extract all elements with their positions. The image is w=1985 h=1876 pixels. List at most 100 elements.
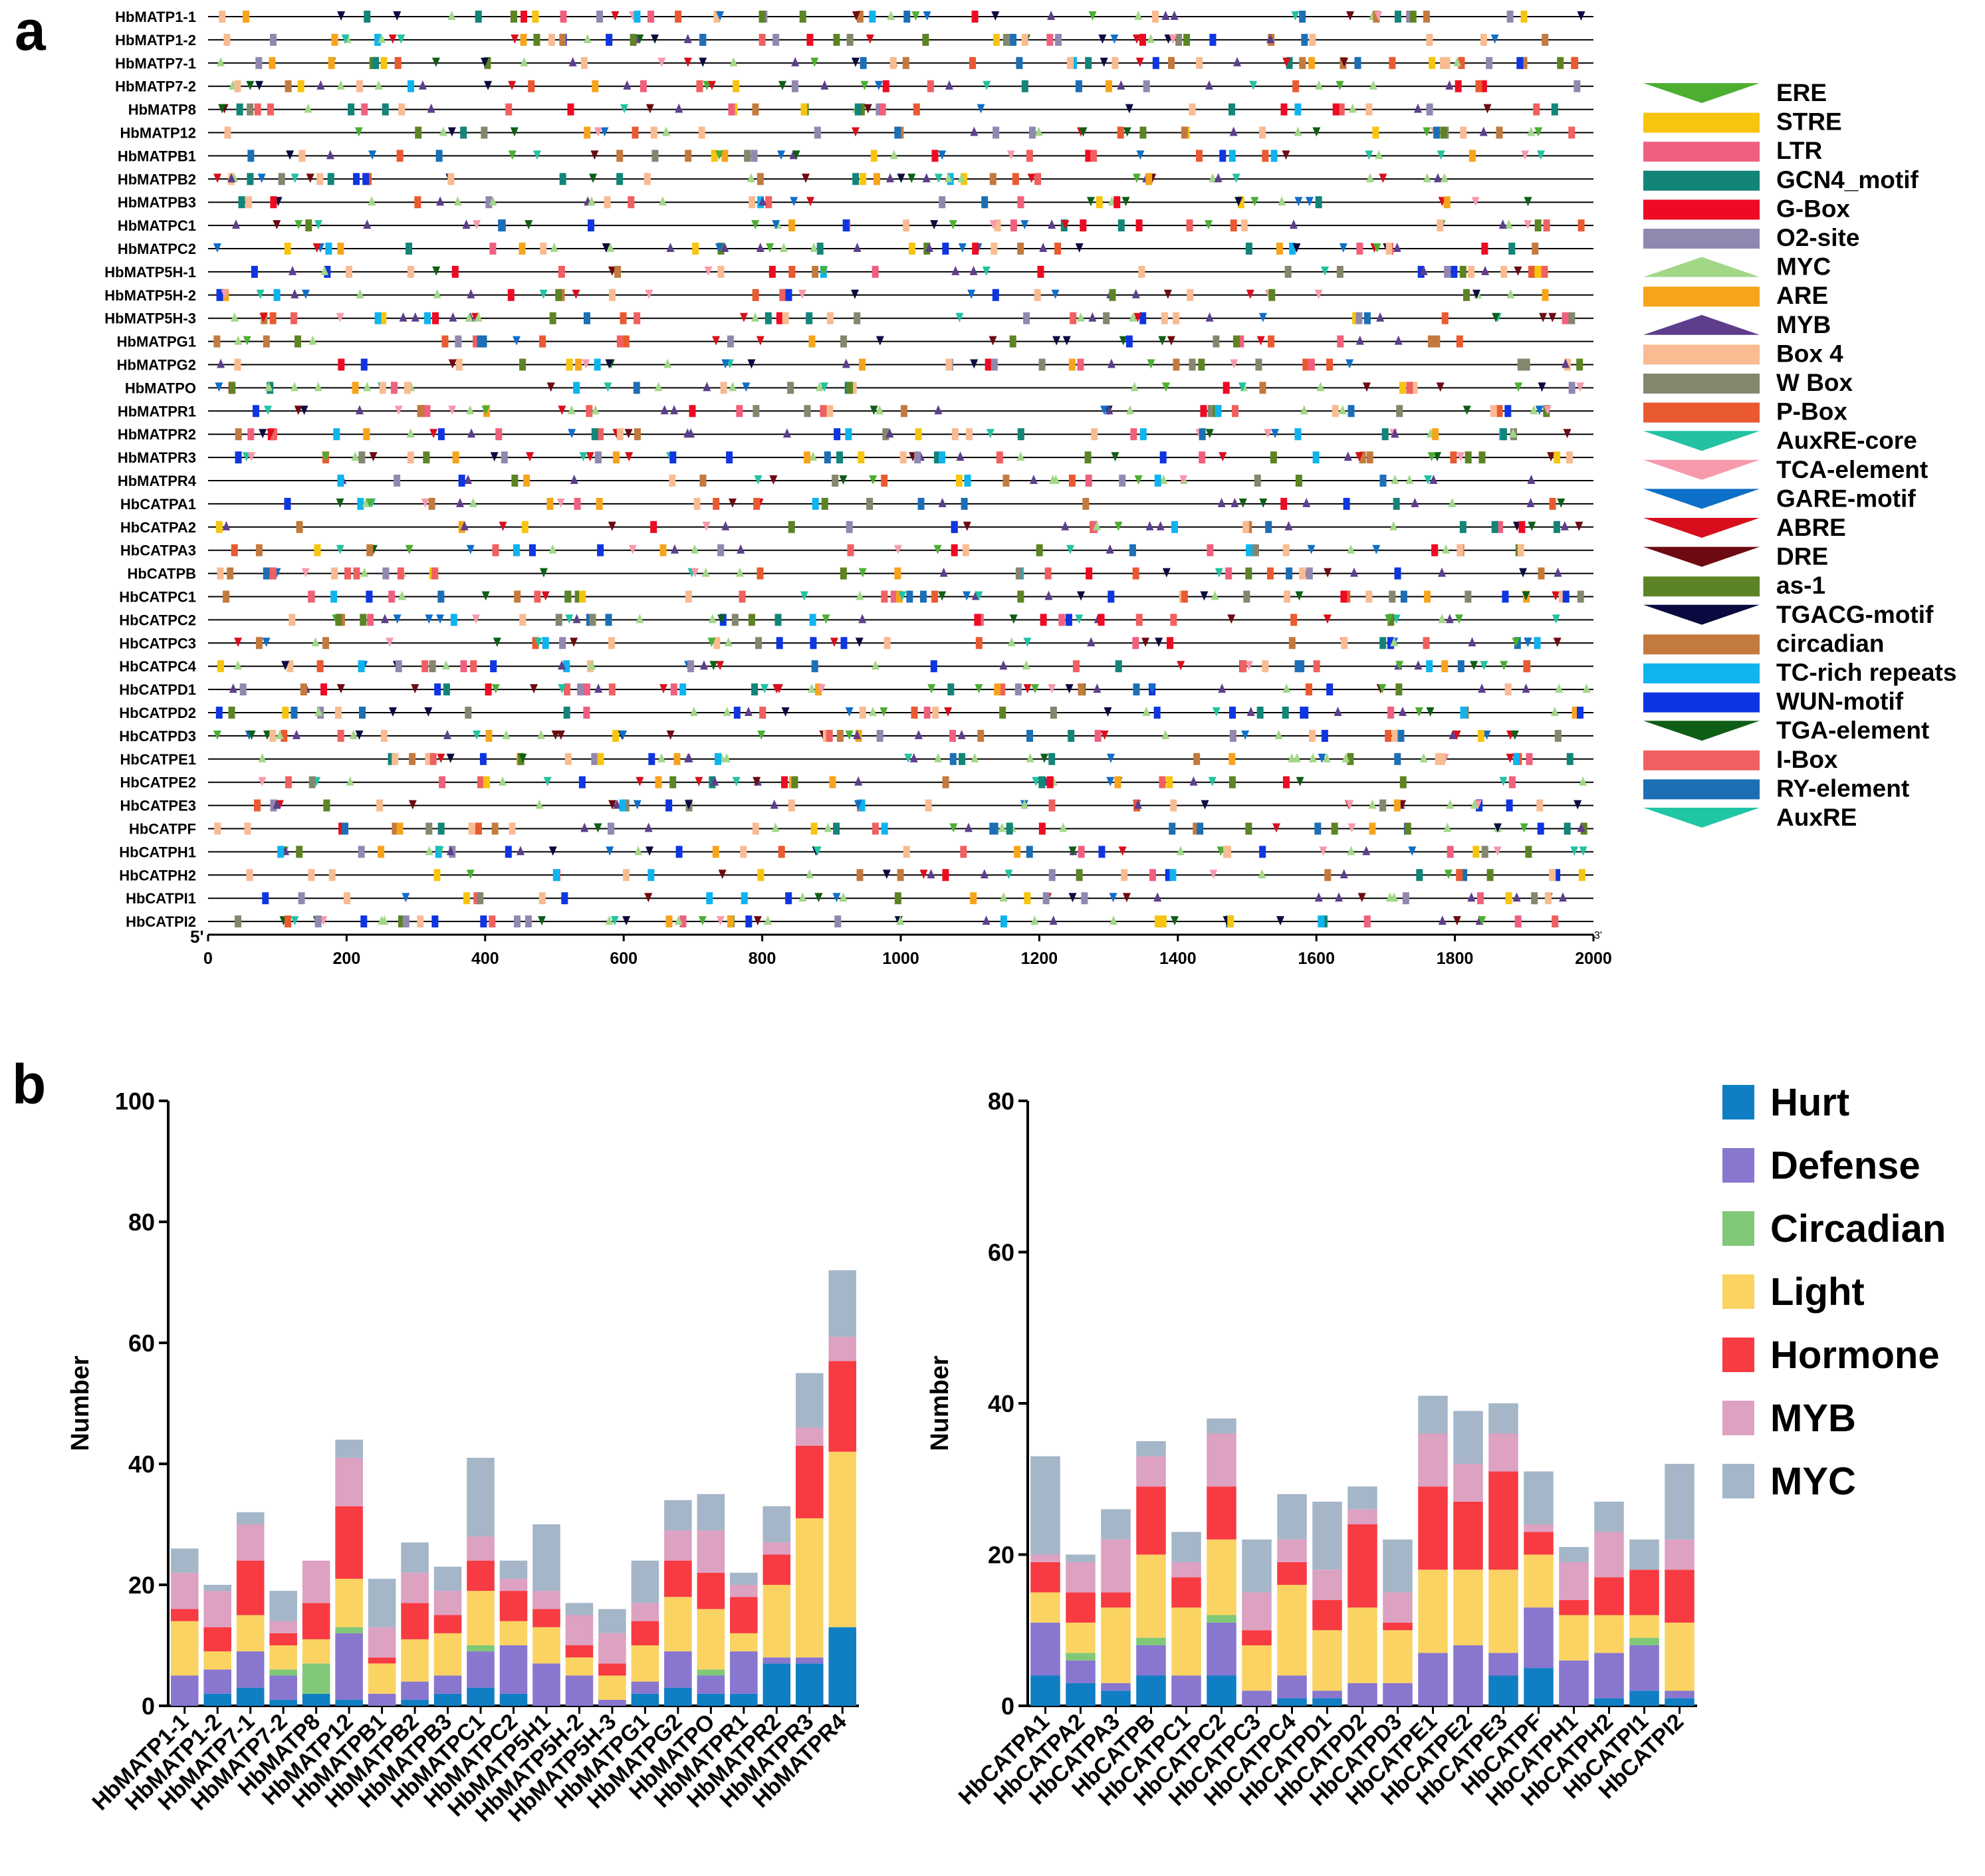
bar-segment-hormone bbox=[467, 1560, 495, 1591]
element-triangle-ere bbox=[321, 452, 330, 462]
element-triangle-myb bbox=[1047, 11, 1056, 20]
element-box-p-box bbox=[475, 822, 482, 835]
y-tick-label: 80 bbox=[128, 1209, 155, 1236]
element-box-wun-motif bbox=[528, 544, 536, 556]
element-box-o2-site bbox=[394, 475, 401, 487]
element-box-tc-rich-repeats bbox=[706, 892, 713, 905]
element-box-ltr bbox=[1514, 915, 1522, 928]
element-box-circadian bbox=[1078, 683, 1085, 696]
element-triangle-myb bbox=[467, 428, 476, 438]
bar-segment-hormone bbox=[1488, 1471, 1518, 1570]
element-box-ltr bbox=[1526, 753, 1533, 765]
element-box-gcn4-motif bbox=[364, 11, 371, 23]
bar-segment-hormone bbox=[664, 1560, 692, 1597]
element-box-box-4 bbox=[455, 358, 463, 371]
bar-segment-defense bbox=[203, 1669, 231, 1694]
element-triangle-abre bbox=[1246, 289, 1254, 299]
element-box-o2-site bbox=[751, 150, 758, 162]
element-triangle-auxre-core bbox=[473, 730, 481, 740]
bar-hbmatp5h-2 bbox=[565, 1603, 594, 1706]
legend-label: ERE bbox=[1776, 79, 1827, 106]
element-triangle-myb bbox=[1438, 915, 1447, 925]
gene-row-hbmatp1-2: HbMATP1-2 bbox=[115, 32, 1593, 49]
element-triangle-auxre-core bbox=[1238, 382, 1246, 392]
element-box-w-box bbox=[1336, 265, 1343, 278]
element-box-box-4 bbox=[1240, 219, 1248, 232]
element-triangle-abre bbox=[919, 870, 928, 879]
element-triangle-myc bbox=[1093, 521, 1102, 530]
element-box-p-box bbox=[528, 80, 535, 92]
bar-segment-defense bbox=[532, 1663, 560, 1706]
element-box-stre bbox=[532, 11, 539, 23]
element-triangle-myc bbox=[944, 173, 953, 183]
element-triangle-tgacg-motif bbox=[1234, 197, 1243, 207]
gene-rows: HbMATP1-1HbMATP1-2HbMATP7-1HbMATP7-2HbMA… bbox=[104, 9, 1593, 930]
element-box-o2-site bbox=[1229, 729, 1236, 742]
element-triangle-abre bbox=[558, 406, 566, 415]
element-box-box-4 bbox=[1490, 405, 1497, 417]
element-triangle-tga-element bbox=[525, 220, 533, 230]
element-box-tc-rich-repeats bbox=[1289, 243, 1296, 255]
bar-segment-defense bbox=[1629, 1645, 1659, 1691]
element-box-wun-motif bbox=[366, 590, 373, 603]
element-triangle-ere bbox=[1395, 661, 1404, 671]
element-box-stre bbox=[215, 521, 223, 533]
element-triangle-ere bbox=[1520, 823, 1528, 833]
element-box-as-1 bbox=[846, 382, 854, 394]
element-triangle-myc bbox=[689, 707, 698, 716]
element-box-i-box bbox=[564, 683, 571, 696]
bar-segment-myc bbox=[532, 1524, 560, 1591]
bar-segment-hurt bbox=[269, 1699, 297, 1706]
element-triangle-abre bbox=[1023, 684, 1032, 694]
element-triangle-dre bbox=[448, 359, 457, 369]
element-box-tc-rich-repeats bbox=[513, 544, 520, 556]
element-box-p-box bbox=[969, 57, 977, 69]
element-box-gcn4-motif bbox=[1038, 776, 1046, 788]
gene-row-hbmatp8: HbMATP8 bbox=[128, 102, 1593, 118]
element-box-circadian bbox=[255, 637, 263, 649]
y-tick-label: 60 bbox=[988, 1239, 1014, 1266]
legend-item-hurt: Hurt bbox=[1722, 1081, 1849, 1124]
element-box-w-box bbox=[1464, 590, 1472, 603]
element-box-box-4 bbox=[782, 312, 789, 324]
element-triangle-gare-motif bbox=[1148, 684, 1157, 694]
element-box-box-4 bbox=[217, 567, 224, 580]
legend-label: P-Box bbox=[1776, 398, 1847, 425]
element-box-ltr bbox=[879, 103, 886, 116]
bar-segment-hormone bbox=[236, 1560, 265, 1615]
element-triangle-myc bbox=[1442, 544, 1451, 554]
element-box-o2-site bbox=[876, 103, 883, 116]
element-box-box-4 bbox=[1225, 846, 1232, 858]
element-triangle-ere bbox=[1031, 684, 1040, 694]
element-triangle-myb bbox=[1478, 683, 1486, 693]
element-box-box-4 bbox=[1309, 729, 1316, 742]
element-triangle-myc bbox=[889, 150, 898, 160]
element-box-box-4 bbox=[826, 405, 834, 417]
gene-row-hbcatpa1: HbCATPA1 bbox=[120, 496, 1593, 513]
element-box-box-4 bbox=[519, 614, 526, 626]
element-box-g-box bbox=[931, 150, 939, 162]
element-triangle-auxre-core bbox=[314, 220, 322, 230]
legend-swatch bbox=[1722, 1211, 1754, 1246]
element-box-gcn4-motif bbox=[559, 173, 566, 185]
element-box-ry-element bbox=[1400, 590, 1407, 603]
bar-segment-hurt bbox=[1594, 1698, 1624, 1706]
element-triangle-myb bbox=[613, 799, 622, 809]
element-triangle-myc bbox=[1347, 544, 1355, 554]
element-triangle-ere bbox=[1336, 80, 1344, 90]
element-triangle-abre bbox=[267, 429, 275, 439]
element-box-box-4 bbox=[1066, 57, 1074, 69]
element-triangle-myc bbox=[320, 265, 329, 275]
element-box-as-1 bbox=[510, 11, 517, 23]
element-triangle-dre bbox=[1436, 382, 1445, 392]
element-box-w-box bbox=[1568, 312, 1576, 324]
element-triangle-myc bbox=[489, 196, 497, 206]
element-box-gcn4-motif bbox=[836, 451, 844, 464]
gene-label: HbCATPI1 bbox=[126, 890, 196, 907]
element-box-stre bbox=[380, 57, 388, 69]
bar-segment-light bbox=[762, 1585, 791, 1658]
bar-segment-defense bbox=[401, 1681, 429, 1700]
element-box-as-1 bbox=[1409, 11, 1417, 23]
element-box-i-box bbox=[1070, 312, 1077, 324]
bar-segment-myc bbox=[236, 1512, 265, 1524]
